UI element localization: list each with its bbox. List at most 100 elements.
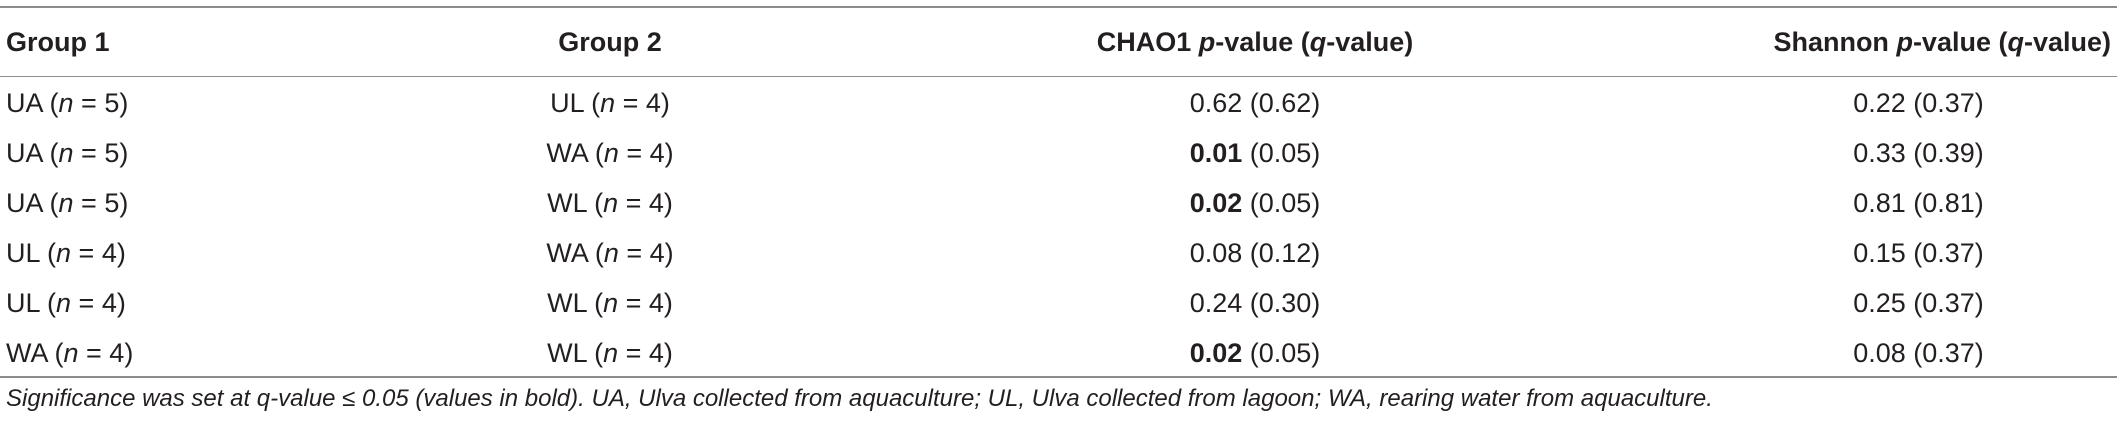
group1-n: n [58,87,74,118]
group1-n: n [58,187,74,218]
header-group2: Group 2 [558,26,662,57]
chao1-p-significant: 0.02 [1189,337,1243,368]
shannon-value: 0.25 (0.37) [1853,287,1984,318]
table-row: UA (n = 5) WL (n = 4) 0.02 (0.05) 0.81 (0.8… [0,178,2117,228]
cell-chao1: 0.01 (0.05) [850,128,1470,178]
cell-shannon: 0.81 (0.81) [1470,178,2117,228]
group1-name: UL ( [6,237,57,268]
group2-n: n [603,337,619,368]
shannon-value: 0.22 (0.37) [1853,87,1984,118]
header-shannon-suffix: -value) [2023,26,2111,57]
table-row: UA (n = 5) WA (n = 4) 0.01 (0.05) 0.33 (0.3… [0,128,2117,178]
group1-name: UA ( [6,137,59,168]
cell-chao1: 0.02 (0.05) [850,178,1470,228]
cell-group2: WA (n = 4) [330,228,850,278]
table-row: UL (n = 4) WL (n = 4) 0.24 (0.30) 0.25 (0.3… [0,278,2117,328]
cell-group2: UL (n = 4) [330,76,850,128]
header-shannon-q: q [2007,26,2024,57]
chao1-value: (0.05) [1242,187,1321,218]
cell-group2: WA (n = 4) [330,128,850,178]
header-rule [0,76,2117,77]
cell-group1: WA (n = 4) [0,328,330,378]
cell-group1: UA (n = 5) [0,128,330,178]
group2-n: n [600,87,616,118]
group2-count: = 4) [618,187,673,218]
shannon-value: 0.33 (0.39) [1853,137,1984,168]
shannon-value: 0.08 (0.37) [1853,337,1984,368]
chao1-value: 0.08 (0.12) [1189,237,1321,268]
shannon-value: 0.15 (0.37) [1853,237,1984,268]
table-footnote: Significance was set at q-value ≤ 0.05 (… [6,385,1713,412]
shannon-value: 0.81 (0.81) [1853,187,1984,218]
group2-name: WL ( [547,287,604,318]
group1-count: = 4) [71,237,126,268]
group2-count: = 4) [618,337,673,368]
chao1-p-significant: 0.02 [1189,187,1243,218]
group1-name: UL ( [6,287,57,318]
chao1-value: (0.05) [1242,137,1321,168]
header-chao1-suffix: -value) [1326,26,1414,57]
group2-n: n [603,237,619,268]
cell-group1: UL (n = 4) [0,228,330,278]
header-shannon-p: p [1896,26,1913,57]
cell-group1: UA (n = 5) [0,178,330,228]
group2-n: n [603,187,619,218]
cell-shannon: 0.22 (0.37) [1470,76,2117,128]
cell-shannon: 0.15 (0.37) [1470,228,2117,278]
header-chao1-mid: -value ( [1215,26,1310,57]
header-group1: Group 1 [6,26,110,57]
table-row: UL (n = 4) WA (n = 4) 0.08 (0.12) 0.15 (0.3… [0,228,2117,278]
header-shannon: Shannon p-value (q-value) [1470,8,2117,76]
bottom-rule [0,376,2117,378]
group2-name: WL ( [547,187,604,218]
group2-count: = 4) [615,87,670,118]
chao1-value: 0.62 (0.62) [1189,87,1321,118]
cell-shannon: 0.33 (0.39) [1470,128,2117,178]
header-chao1: CHAO1 p-value (q-value) [850,8,1470,76]
cell-chao1: 0.08 (0.12) [850,228,1470,278]
comparison-table: Group 1 Group 2 CHAO1 p-value (q-value) … [0,8,2117,378]
header-shannon-mid: -value ( [1912,26,2008,57]
group2-name: WL ( [547,337,604,368]
group2-count: = 4) [618,287,673,318]
cell-chao1: 0.24 (0.30) [850,278,1470,328]
header-chao1-prefix: CHAO1 [1096,26,1199,57]
cell-shannon: 0.25 (0.37) [1470,278,2117,328]
group1-name: WA ( [6,337,64,368]
group2-count: = 4) [618,237,674,268]
group1-name: UA ( [6,87,59,118]
group2-count: = 4) [618,137,674,168]
table-row: WA (n = 4) WL (n = 4) 0.02 (0.05) 0.08 (0.3… [0,328,2117,378]
table-row: UA (n = 5) UL (n = 4) 0.62 (0.62) 0.22 (0.3… [0,76,2117,128]
group1-n: n [63,337,79,368]
group1-count: = 4) [78,337,134,368]
cell-group1: UL (n = 4) [0,278,330,328]
chao1-value: 0.24 (0.30) [1189,287,1321,318]
group1-name: UA ( [6,187,59,218]
group1-count: = 5) [73,87,129,118]
group1-n: n [56,237,72,268]
header-chao1-q: q [1309,26,1327,57]
group2-n: n [603,137,619,168]
chao1-value: (0.05) [1242,337,1321,368]
cell-group1: UA (n = 5) [0,76,330,128]
group2-name: WA ( [546,237,604,268]
group1-count: = 5) [73,137,129,168]
header-row: Group 1 Group 2 CHAO1 p-value (q-value) … [0,8,2117,76]
group2-name: WA ( [546,137,604,168]
cell-group2: WL (n = 4) [330,328,850,378]
header-chao1-p: p [1198,26,1216,57]
cell-group2: WL (n = 4) [330,178,850,228]
group2-n: n [603,287,619,318]
cell-chao1: 0.62 (0.62) [850,76,1470,128]
top-rule [0,6,2117,8]
group2-name: UL ( [550,87,601,118]
group1-count: = 4) [71,287,126,318]
header-shannon-prefix: Shannon [1773,26,1897,57]
cell-chao1: 0.02 (0.05) [850,328,1470,378]
chao1-p-significant: 0.01 [1189,137,1243,168]
group1-n: n [58,137,74,168]
cell-group2: WL (n = 4) [330,278,850,328]
group1-count: = 5) [73,187,129,218]
